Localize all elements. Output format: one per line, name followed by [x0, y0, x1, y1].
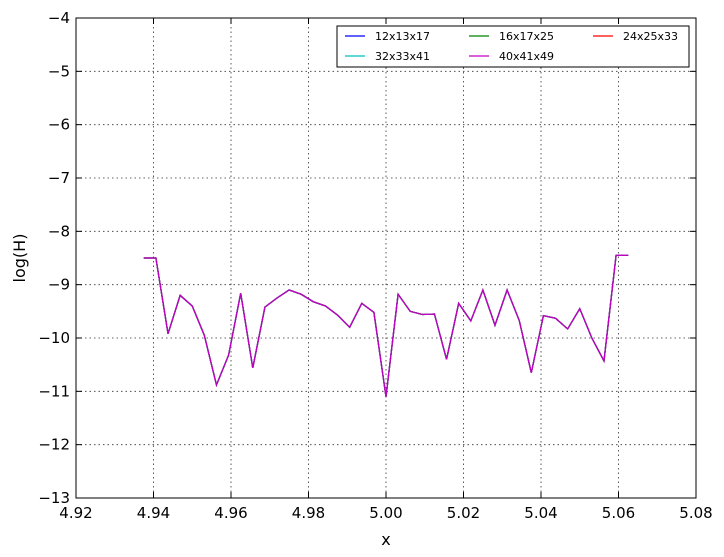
y-tick-label: −10 [38, 329, 70, 347]
x-tick-label: 4.92 [59, 504, 92, 522]
x-tick-label: 4.96 [214, 504, 247, 522]
legend-label: 40x41x49 [499, 50, 554, 63]
legend-box [336, 25, 690, 68]
series-line-5 [143, 254, 629, 397]
y-tick-label: −12 [38, 436, 70, 454]
x-tick-label: 5.00 [369, 504, 402, 522]
legend-label: 16x17x25 [499, 30, 554, 43]
y-tick-label: −5 [48, 62, 70, 80]
x-tick-label: 4.98 [292, 504, 325, 522]
x-tick-label: 5.02 [447, 504, 480, 522]
x-tick-label: 4.94 [137, 504, 170, 522]
y-axis-label: log(H) [10, 234, 29, 283]
legend-label: 24x25x33 [623, 30, 678, 43]
x-tick-label: 5.06 [602, 504, 635, 522]
y-tick-label: −7 [48, 169, 70, 187]
y-tick-label: −9 [48, 276, 70, 294]
x-tick-label: 5.04 [524, 504, 557, 522]
y-tick-label: −6 [48, 116, 70, 134]
legend: 12x13x17 16x17x25 24x25x33 32x33x41 40x41x49 [336, 25, 690, 68]
y-tick-label: −4 [48, 9, 70, 27]
legend-label: 32x33x41 [375, 50, 430, 63]
y-tick-label: −11 [38, 382, 70, 400]
x-axis-label: x [381, 530, 390, 549]
y-tick-label: −13 [38, 489, 70, 507]
x-tick-label: 5.08 [679, 504, 712, 522]
series-lines [143, 254, 629, 397]
axis-ticks: 4.92 4.94 4.96 4.98 5.00 5.02 5.04 5.06 5.08 −4 −5… [38, 9, 712, 522]
y-tick-label: −8 [48, 222, 70, 240]
legend-label: 12x13x17 [375, 30, 430, 43]
